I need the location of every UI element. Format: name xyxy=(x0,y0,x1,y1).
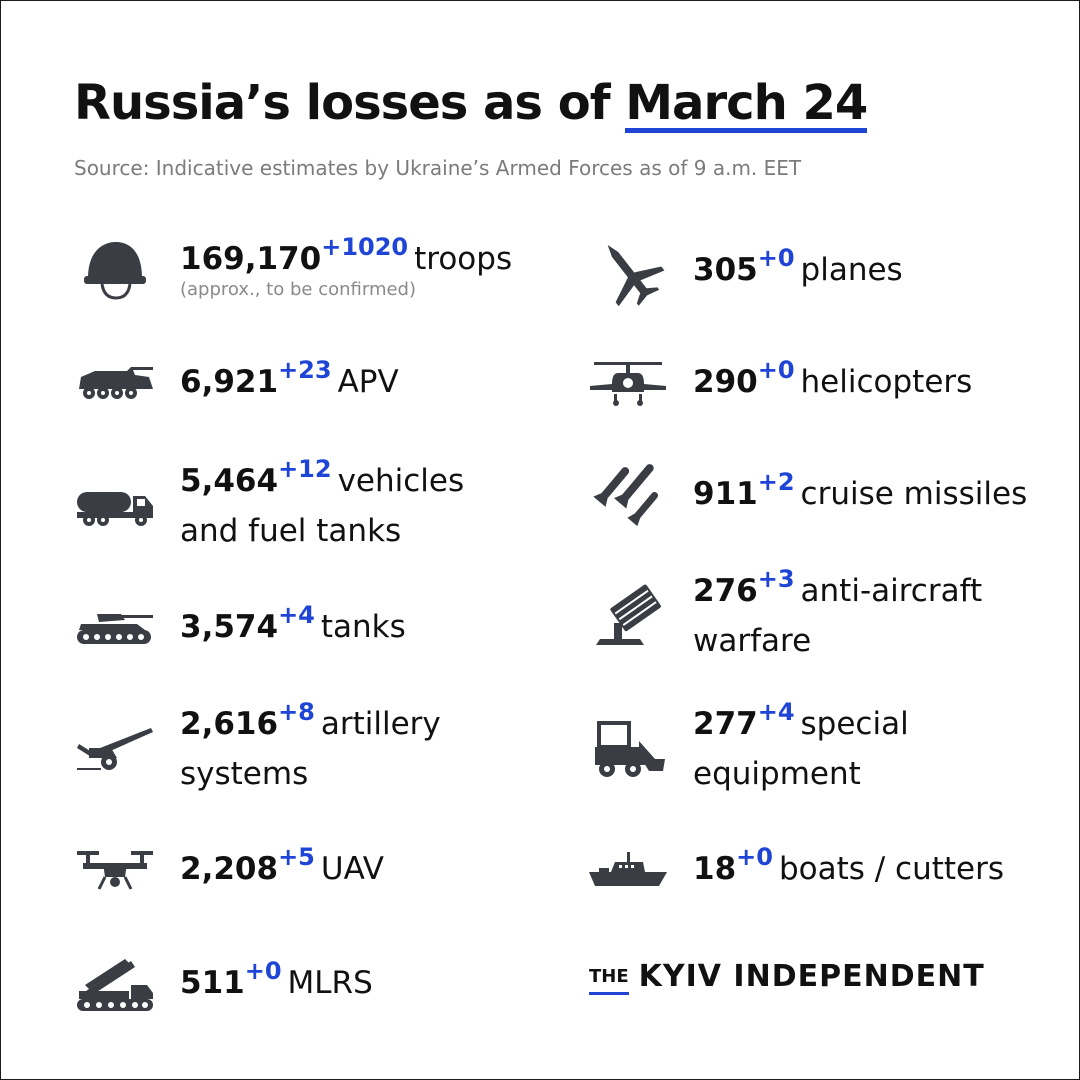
planes-value: 305 xyxy=(693,252,758,288)
kyiv-independent-logo: THE KYIV INDEPENDENT xyxy=(589,959,985,995)
special-label-2: equipment xyxy=(693,756,861,792)
helicopters-label: helicopters xyxy=(800,364,973,400)
missiles-icon xyxy=(587,454,669,536)
antiair-value: 276 xyxy=(693,573,758,609)
helicopter-icon xyxy=(587,342,669,424)
artillery-label: artillery xyxy=(320,706,441,742)
page-title: Russia’s losses as of March 24 xyxy=(74,75,868,133)
logo-name: KYIV INDEPENDENT xyxy=(638,959,985,994)
apv-delta: +23 xyxy=(278,356,332,384)
planes-delta: +0 xyxy=(757,244,795,272)
uav-delta: +5 xyxy=(278,843,315,871)
mlrs-delta: +0 xyxy=(244,957,282,985)
mlrs-label: MLRS xyxy=(287,965,373,1001)
stat-boats: 18+0 boats / cutters xyxy=(587,829,1004,911)
missiles-label: cruise missiles xyxy=(800,476,1028,512)
plane-icon xyxy=(587,230,669,312)
drone-icon xyxy=(74,829,156,911)
logo-the: THE xyxy=(589,966,629,995)
antiair-label: anti-aircraft xyxy=(800,573,983,609)
stat-mlrs: 511+0 MLRS xyxy=(74,943,373,1025)
anti-aircraft-icon xyxy=(587,575,669,657)
vehicles-value: 5,464 xyxy=(180,463,279,499)
tanks-value: 3,574 xyxy=(180,609,279,645)
boat-icon xyxy=(587,829,669,911)
boats-delta: +0 xyxy=(736,843,773,871)
stat-helicopters: 290+0 helicopters xyxy=(587,342,972,424)
uav-value: 2,208 xyxy=(180,851,279,887)
stat-apv: 6,921+23 APV xyxy=(74,342,399,424)
stat-planes: 305+0 planes xyxy=(587,230,903,312)
apv-label: APV xyxy=(337,364,399,400)
loader-icon xyxy=(587,708,669,790)
uav-label: UAV xyxy=(320,851,384,887)
apv-value: 6,921 xyxy=(180,364,279,400)
boats-value: 18 xyxy=(693,851,737,887)
stat-artillery: 2,616+8 artillery systems xyxy=(74,698,441,798)
helmet-icon xyxy=(74,227,156,309)
stat-vehicles: 5,464+12 vehicles and fuel tanks xyxy=(74,455,465,555)
mlrs-value: 511 xyxy=(180,965,245,1001)
artillery-value: 2,616 xyxy=(180,706,279,742)
apv-icon xyxy=(74,342,156,424)
fuel-truck-icon xyxy=(74,465,156,547)
artillery-label-2: systems xyxy=(180,756,309,792)
special-value: 277 xyxy=(693,706,758,742)
helicopters-delta: +0 xyxy=(757,356,795,384)
troops-value: 169,170 xyxy=(180,241,322,277)
troops-note: (approx., to be confirmed) xyxy=(180,279,416,300)
stat-special: 277+4 special equipment xyxy=(587,698,909,798)
antiair-label-2: warfare xyxy=(693,623,812,659)
vehicles-label-2: and fuel tanks xyxy=(180,513,402,549)
tanks-delta: +4 xyxy=(278,601,315,629)
missiles-value: 911 xyxy=(693,476,758,512)
stat-antiair: 276+3 anti-aircraft warfare xyxy=(587,565,983,665)
planes-label: planes xyxy=(800,252,903,288)
vehicles-delta: +12 xyxy=(278,455,332,483)
stat-troops: 169,170+1020 troops (approx., to be confi… xyxy=(74,227,512,309)
mlrs-icon xyxy=(74,943,156,1025)
tanks-label: tanks xyxy=(320,609,406,645)
stat-missiles: 911+2 cruise missiles xyxy=(587,454,1027,536)
tank-icon xyxy=(74,587,156,669)
stat-uav: 2,208+5 UAV xyxy=(74,829,384,911)
antiair-delta: +3 xyxy=(757,565,795,593)
title-prefix: Russia’s losses as of xyxy=(74,75,626,131)
title-date: March 24 xyxy=(625,75,868,133)
source-note: Source: Indicative estimates by Ukraine’… xyxy=(74,156,802,180)
special-delta: +4 xyxy=(757,698,795,726)
helicopters-value: 290 xyxy=(693,364,758,400)
troops-label: troops xyxy=(414,241,513,277)
special-label: special xyxy=(800,706,909,742)
stat-tanks: 3,574+4 tanks xyxy=(74,587,406,669)
artillery-icon xyxy=(74,708,156,790)
artillery-delta: +8 xyxy=(278,698,315,726)
boats-label: boats / cutters xyxy=(778,851,1005,887)
troops-delta: +1020 xyxy=(321,233,409,261)
missiles-delta: +2 xyxy=(757,468,795,496)
vehicles-label: vehicles xyxy=(337,463,465,499)
